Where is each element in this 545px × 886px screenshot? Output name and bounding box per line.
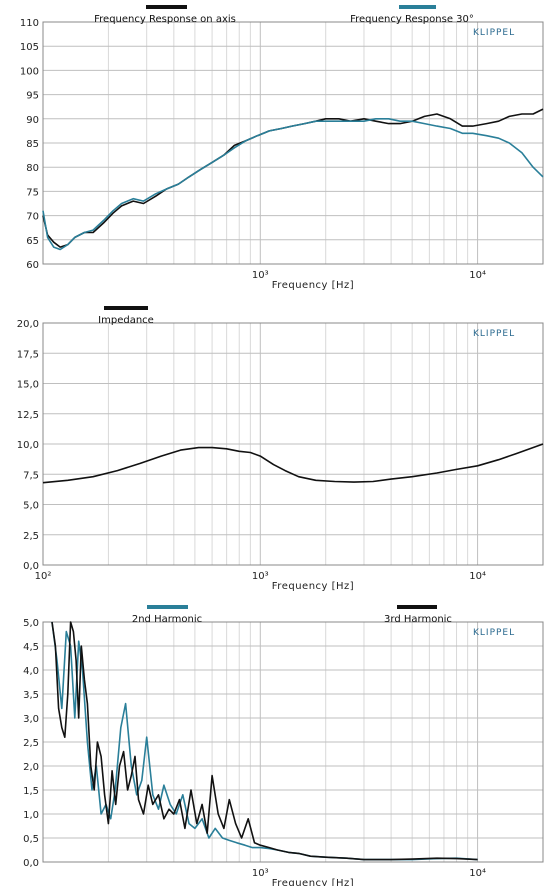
- y-tick-label: 105: [20, 42, 39, 53]
- y-tick-label: 65: [26, 236, 39, 247]
- legend-swatch: [146, 5, 187, 9]
- brand-label: KLIPPEL: [473, 628, 515, 638]
- y-tick-label: 0,5: [23, 834, 39, 845]
- series-line-frequency-response-30-: [42, 118, 544, 251]
- y-tick-label: 75: [26, 187, 39, 198]
- y-tick-label: 2,5: [23, 738, 39, 749]
- x-tick-label: 10⁴: [469, 270, 486, 281]
- legend-label: Impedance: [98, 315, 154, 326]
- series-line-2nd-harmonic: [51, 621, 478, 861]
- brand-label: KLIPPEL: [473, 329, 515, 339]
- y-tick-label: 4,0: [23, 666, 39, 677]
- series-line-impedance: [42, 443, 544, 484]
- y-tick-label: 5,0: [23, 618, 39, 629]
- y-tick-label: 0,0: [23, 858, 39, 869]
- y-tick-label: 2,5: [23, 531, 39, 542]
- y-tick-label: 3,5: [23, 690, 39, 701]
- y-tick-label: 70: [26, 212, 39, 223]
- plot-frame: [42, 621, 544, 863]
- x-tick-label: 10²: [35, 571, 52, 582]
- x-axis-label: Frequency [Hz]: [272, 280, 354, 291]
- y-tick-label: 17,5: [17, 349, 39, 360]
- legend-label: Frequency Response on axis: [94, 14, 236, 25]
- chart-panel-2: 0,0 2,5 5,0 7,5 10,0 12,5 15,0 17,5 20,0 10² 10³ 10…: [17, 306, 544, 592]
- y-tick-label: 90: [26, 115, 39, 126]
- y-tick-label: 1,0: [23, 810, 39, 821]
- x-axis-label: Frequency [Hz]: [272, 581, 354, 592]
- y-tick-label: 110: [20, 18, 39, 29]
- series-line-3rd-harmonic: [51, 621, 478, 861]
- y-tick-label: 85: [26, 139, 39, 150]
- x-tick-label: 10³: [252, 868, 269, 879]
- chart-panel-3: 0,0 0,5 1,0 1,5 2,0 2,5 3,0 3,5 4,0 4,5 5,0 10³ 10⁴ F…: [23, 605, 544, 886]
- x-axis-label: Frequency [Hz]: [272, 878, 354, 886]
- legend-label: 3rd Harmonic: [384, 614, 452, 625]
- y-tick-label: 2,0: [23, 762, 39, 773]
- y-tick-label: 80: [26, 163, 39, 174]
- y-tick-label: 60: [26, 260, 39, 271]
- legend-swatch: [399, 5, 436, 9]
- chart-panel-1: 60 65 70 75 80 85 90 95 100 105 110 10³ 10⁴ Frequency…: [20, 5, 544, 291]
- y-tick-label: 15,0: [17, 380, 39, 391]
- y-tick-label: 4,5: [23, 642, 39, 653]
- y-tick-label: 0,0: [23, 561, 39, 572]
- y-tick-label: 1,5: [23, 786, 39, 797]
- legend-label: 2nd Harmonic: [132, 614, 202, 625]
- x-tick-label: 10³: [252, 571, 269, 582]
- y-tick-label: 100: [20, 66, 39, 77]
- brand-label: KLIPPEL: [473, 28, 515, 38]
- y-tick-label: 10,0: [17, 440, 39, 451]
- y-tick-label: 12,5: [17, 410, 39, 421]
- legend-label: Frequency Response 30°: [350, 14, 474, 25]
- legend-swatch: [104, 306, 148, 310]
- legend-swatch: [397, 605, 437, 609]
- y-tick-label: 7,5: [23, 470, 39, 481]
- legend-swatch: [147, 605, 188, 609]
- y-tick-label: 3,0: [23, 714, 39, 725]
- y-tick-label: 95: [26, 91, 39, 102]
- x-tick-label: 10⁴: [469, 868, 486, 879]
- y-tick-label: 5,0: [23, 501, 39, 512]
- x-tick-label: 10⁴: [469, 571, 486, 582]
- plot-frame: [42, 21, 544, 265]
- x-tick-label: 10³: [252, 270, 269, 281]
- y-tick-label: 20,0: [17, 319, 39, 330]
